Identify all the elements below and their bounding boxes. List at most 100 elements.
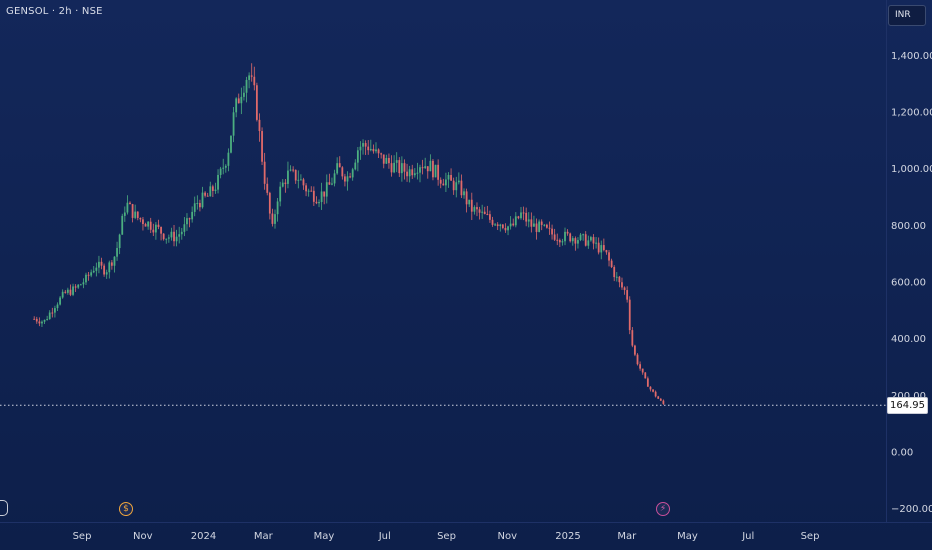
candle-body xyxy=(139,217,142,220)
candle-body xyxy=(631,330,634,346)
candle-body xyxy=(325,182,328,197)
candle-body xyxy=(188,218,191,220)
candle-body xyxy=(147,221,150,227)
candle-body xyxy=(362,143,364,147)
candle-body xyxy=(429,160,432,172)
candle-body xyxy=(331,183,333,185)
candle-body xyxy=(390,163,393,173)
candle-body xyxy=(59,297,61,305)
candle-body xyxy=(400,163,403,174)
candle-body xyxy=(69,289,72,295)
candles-group xyxy=(33,63,665,405)
candle-body xyxy=(535,223,538,232)
candle-body xyxy=(636,354,639,365)
candle-body xyxy=(408,169,411,177)
time-axis-divider xyxy=(0,522,932,523)
candle-body xyxy=(491,219,494,225)
candle-body xyxy=(605,250,608,253)
candle-body xyxy=(214,189,217,191)
last-price-label: 164.95 xyxy=(887,397,928,415)
tradingview-logo-icon xyxy=(0,500,8,516)
candle-body xyxy=(136,211,139,218)
price-axis: 1,400.00 1,200.00 1,000.00 800.00 600.00 400.… xyxy=(891,51,932,515)
candle-body xyxy=(380,153,383,155)
candle-body xyxy=(51,312,54,314)
candle-body xyxy=(582,234,585,236)
candle-body xyxy=(310,190,313,192)
candle-body xyxy=(48,312,51,320)
candle-body xyxy=(118,234,121,249)
candle-body xyxy=(445,179,447,186)
earnings-icon[interactable]: ⚡ xyxy=(656,502,670,516)
y-tick-label: 1,200.00 xyxy=(891,108,932,119)
candle-body xyxy=(478,209,481,213)
candle-body xyxy=(571,238,574,242)
candle-body xyxy=(533,223,535,227)
candle-body xyxy=(587,240,590,246)
candle-body xyxy=(465,191,468,205)
candle-body xyxy=(274,214,276,224)
candle-body xyxy=(419,167,421,173)
candle-body xyxy=(103,265,106,275)
candle-body xyxy=(224,165,227,168)
currency-button[interactable]: INR xyxy=(888,5,926,26)
y-tick-label: 1,000.00 xyxy=(891,164,932,175)
candle-body xyxy=(520,212,522,219)
candle-body xyxy=(618,276,621,283)
candle-body xyxy=(323,191,326,197)
candle-body xyxy=(421,167,424,169)
candle-body xyxy=(432,160,434,178)
candle-body xyxy=(463,191,465,196)
candle-body xyxy=(318,202,320,204)
candle-body xyxy=(263,161,266,184)
candle-body xyxy=(85,274,87,283)
candle-body xyxy=(297,179,300,181)
candle-body xyxy=(245,79,248,93)
candle-body xyxy=(54,308,56,313)
candle-body xyxy=(494,224,496,226)
x-tick-label: 2024 xyxy=(191,531,216,542)
candle-body xyxy=(333,173,336,184)
candle-body xyxy=(561,241,564,243)
candle-body xyxy=(564,231,566,242)
x-tick-label: May xyxy=(677,531,698,542)
candle-body xyxy=(43,319,46,322)
candle-body xyxy=(483,211,486,215)
candle-body xyxy=(356,150,359,163)
candle-body xyxy=(152,229,155,233)
y-tick-label: 0.00 xyxy=(891,448,913,459)
candle-body xyxy=(545,224,548,228)
candle-body xyxy=(375,149,377,152)
candle-body xyxy=(649,386,652,390)
candle-body xyxy=(35,318,38,322)
candle-body xyxy=(268,192,271,214)
candle-body xyxy=(579,234,582,241)
candle-body xyxy=(486,214,489,216)
candle-body xyxy=(566,231,569,234)
candle-body xyxy=(217,174,219,190)
candle-body xyxy=(230,135,232,153)
candle-body xyxy=(406,171,408,177)
candle-body xyxy=(248,75,251,80)
candle-body xyxy=(556,239,559,241)
x-tick-label: Mar xyxy=(254,531,274,542)
y-tick-label: 200.00 xyxy=(891,391,926,402)
candle-body xyxy=(92,270,95,273)
candle-body xyxy=(600,245,603,253)
candle-body xyxy=(654,391,657,397)
candle-body xyxy=(657,396,660,399)
candle-body xyxy=(126,202,129,213)
candle-body xyxy=(393,162,396,173)
candle-body xyxy=(281,182,284,187)
candle-body xyxy=(123,212,126,216)
candle-body xyxy=(659,398,662,401)
price-axis-divider xyxy=(886,0,887,522)
dividend-icon[interactable]: $ xyxy=(119,502,133,516)
candle-body xyxy=(595,242,597,244)
candle-body xyxy=(266,183,269,193)
candle-body xyxy=(154,224,157,233)
candle-body xyxy=(525,212,528,222)
candle-body xyxy=(253,76,256,86)
